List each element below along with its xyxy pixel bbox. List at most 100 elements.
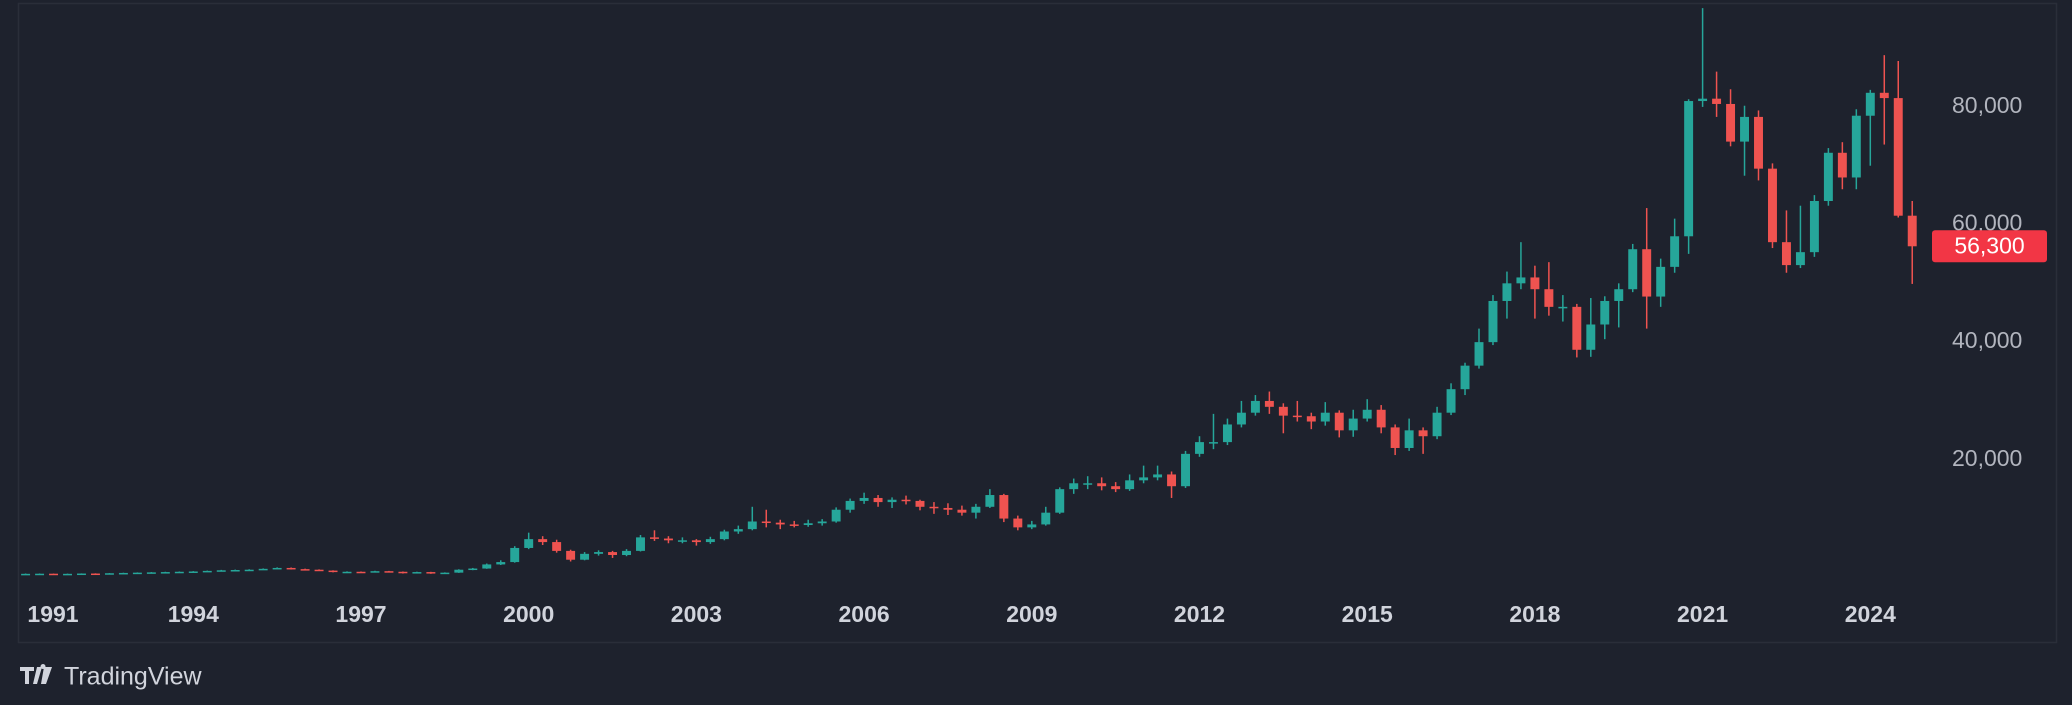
x-tick-label: 2018 [1509, 601, 1560, 627]
candle-body [985, 495, 995, 507]
candle-body [146, 572, 156, 574]
candle-body [1292, 415, 1302, 418]
candle [580, 552, 590, 561]
candle [622, 549, 631, 557]
candle-body [1600, 300, 1610, 325]
candle-body [1027, 524, 1037, 528]
candle-body [90, 573, 100, 576]
candle [803, 519, 813, 527]
candle [1712, 71, 1722, 117]
candle-body [1558, 306, 1568, 309]
candle-body [929, 506, 939, 509]
candle-body [342, 571, 352, 574]
candle-body [1754, 116, 1763, 169]
candle-body [761, 521, 771, 523]
candle [1474, 328, 1484, 369]
candle [1572, 303, 1582, 358]
candle-body [1236, 412, 1246, 425]
candle-body [538, 539, 548, 543]
candle [1153, 465, 1163, 481]
candle [1069, 478, 1079, 494]
candle [1306, 412, 1316, 430]
candle-body [1390, 427, 1400, 448]
candle-body [174, 571, 184, 574]
candle-body [649, 537, 659, 539]
candle [1907, 201, 1917, 284]
chart-frame [17, 2, 2058, 644]
candle-body [1712, 98, 1722, 104]
candle [146, 572, 156, 574]
candle [77, 573, 86, 576]
candle-body [552, 542, 562, 551]
candle [1516, 242, 1526, 290]
candle-body [496, 562, 506, 565]
candle-body [244, 569, 254, 572]
candle [118, 572, 128, 575]
candle [1083, 476, 1093, 490]
candle [1432, 406, 1442, 440]
candle-body [1362, 409, 1372, 419]
candle [496, 560, 506, 566]
candle [887, 497, 897, 508]
candle-body [454, 569, 464, 573]
candle-body [803, 523, 813, 526]
candle [1376, 405, 1386, 434]
candle [370, 570, 380, 573]
candle-body [887, 499, 897, 503]
candle [356, 571, 366, 574]
candle-body [272, 567, 282, 570]
candle-body [1418, 430, 1428, 437]
candle-body [1488, 300, 1498, 343]
candle-body [1125, 480, 1135, 490]
candle [1614, 283, 1624, 328]
candle [552, 539, 562, 553]
candle-body [859, 497, 869, 501]
candle-body [384, 571, 394, 573]
candle-body [1195, 442, 1204, 454]
candle [1865, 89, 1875, 166]
candle-body [1306, 416, 1316, 422]
candle [1642, 208, 1652, 329]
candle-body [524, 539, 534, 548]
candle [999, 493, 1009, 523]
candle [971, 503, 981, 519]
candle-body [1446, 389, 1456, 413]
x-tick-label: 2015 [1342, 601, 1393, 627]
candle-body [77, 573, 86, 576]
candle-body [1069, 483, 1079, 490]
candle [1558, 295, 1568, 322]
x-tick-label: 2003 [671, 601, 722, 627]
candle-body [957, 509, 967, 513]
candle-body [1740, 116, 1750, 142]
candle-body [817, 521, 827, 524]
candle [132, 572, 142, 575]
candle [1893, 61, 1903, 218]
candle [691, 539, 701, 546]
candle [1586, 298, 1596, 357]
candle [1125, 474, 1135, 491]
candle-body [1865, 92, 1875, 116]
candle-body [258, 568, 268, 571]
candle [1670, 218, 1680, 273]
candle-body [118, 572, 128, 575]
candle [1195, 436, 1204, 457]
y-tick-label: 40,000 [1952, 327, 2022, 353]
candle-body [999, 495, 1009, 519]
candle [49, 573, 59, 576]
candle-body [1502, 283, 1512, 301]
candle-body [1474, 342, 1484, 366]
candle [1139, 465, 1149, 484]
candle-body [1572, 306, 1582, 350]
logo[interactable]: TradingView [20, 663, 203, 691]
candle [174, 571, 184, 574]
candle-body [216, 570, 226, 572]
candle-body [1586, 324, 1596, 350]
candle-body [1041, 512, 1051, 525]
candle-body [677, 540, 687, 542]
candle-body [35, 573, 45, 576]
candle-body [1823, 152, 1833, 201]
candle-body [398, 571, 408, 574]
candle [663, 536, 673, 544]
candle [915, 499, 925, 511]
